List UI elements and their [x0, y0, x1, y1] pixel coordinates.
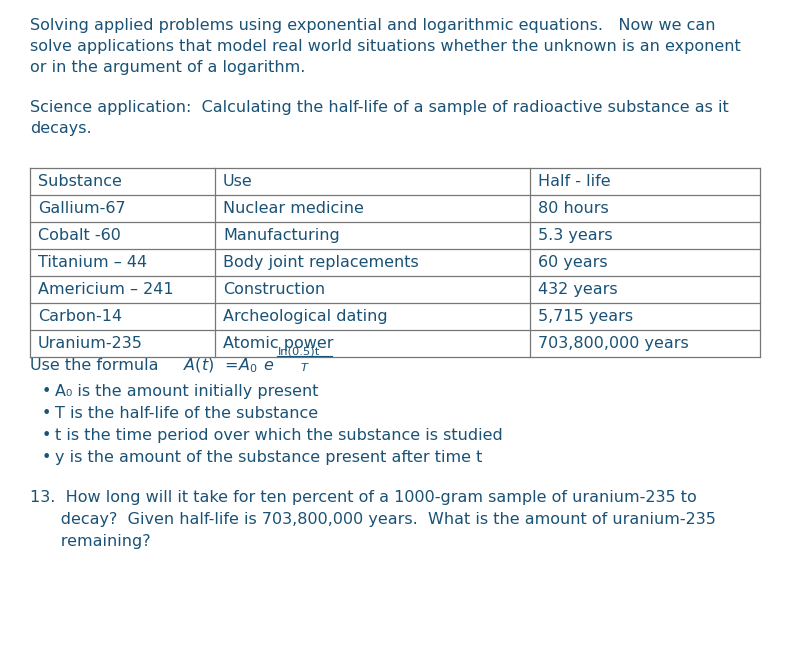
Text: Titanium – 44: Titanium – 44	[38, 255, 147, 270]
Text: Nuclear medicine: Nuclear medicine	[223, 201, 364, 216]
Text: Americium – 241: Americium – 241	[38, 282, 174, 297]
Text: Half - life: Half - life	[538, 174, 611, 189]
Text: •: •	[42, 384, 51, 399]
Text: 60 years: 60 years	[538, 255, 607, 270]
Text: T is the half-life of the substance: T is the half-life of the substance	[55, 406, 318, 421]
Text: y is the amount of the substance present after time t: y is the amount of the substance present…	[55, 450, 483, 465]
Text: decay?  Given half-life is 703,800,000 years.  What is the amount of uranium-235: decay? Given half-life is 703,800,000 ye…	[30, 512, 716, 527]
Text: $\mathit{e}$: $\mathit{e}$	[263, 358, 274, 373]
Text: 432 years: 432 years	[538, 282, 618, 297]
Text: 5.3 years: 5.3 years	[538, 228, 612, 243]
Text: 5,715 years: 5,715 years	[538, 309, 633, 324]
Text: Solving applied problems using exponential and logarithmic equations.   Now we c: Solving applied problems using exponenti…	[30, 18, 740, 75]
Text: 703,800,000 years: 703,800,000 years	[538, 336, 689, 351]
Text: Construction: Construction	[223, 282, 325, 297]
Text: 13.  How long will it take for ten percent of a 1000-gram sample of uranium-235 : 13. How long will it take for ten percen…	[30, 490, 697, 505]
Text: Carbon-14: Carbon-14	[38, 309, 122, 324]
Text: •: •	[42, 450, 51, 465]
Text: 80 hours: 80 hours	[538, 201, 609, 216]
Text: Uranium-235: Uranium-235	[38, 336, 143, 351]
Text: Body joint replacements: Body joint replacements	[223, 255, 418, 270]
Text: Use: Use	[223, 174, 253, 189]
Text: T: T	[301, 363, 307, 373]
Text: t is the time period over which the substance is studied: t is the time period over which the subs…	[55, 428, 503, 443]
Text: Archeological dating: Archeological dating	[223, 309, 388, 324]
Text: Substance: Substance	[38, 174, 122, 189]
Text: $\mathit{A}(t)$: $\mathit{A}(t)$	[183, 357, 214, 374]
Text: Gallium-67: Gallium-67	[38, 201, 126, 216]
Text: ln(0.5)t: ln(0.5)t	[278, 346, 320, 356]
Text: Use the formula: Use the formula	[30, 358, 169, 373]
Text: Cobalt -60: Cobalt -60	[38, 228, 121, 243]
Text: remaining?: remaining?	[30, 534, 151, 549]
Text: Atomic power: Atomic power	[223, 336, 333, 351]
Text: A₀ is the amount initially present: A₀ is the amount initially present	[55, 384, 319, 399]
Text: •: •	[42, 406, 51, 421]
Text: Science application:  Calculating the half-life of a sample of radioactive subst: Science application: Calculating the hal…	[30, 100, 729, 136]
Text: •: •	[42, 428, 51, 443]
Text: Manufacturing: Manufacturing	[223, 228, 340, 243]
Text: =: =	[224, 358, 238, 373]
Text: $\mathit{A}_0$: $\mathit{A}_0$	[238, 356, 258, 374]
